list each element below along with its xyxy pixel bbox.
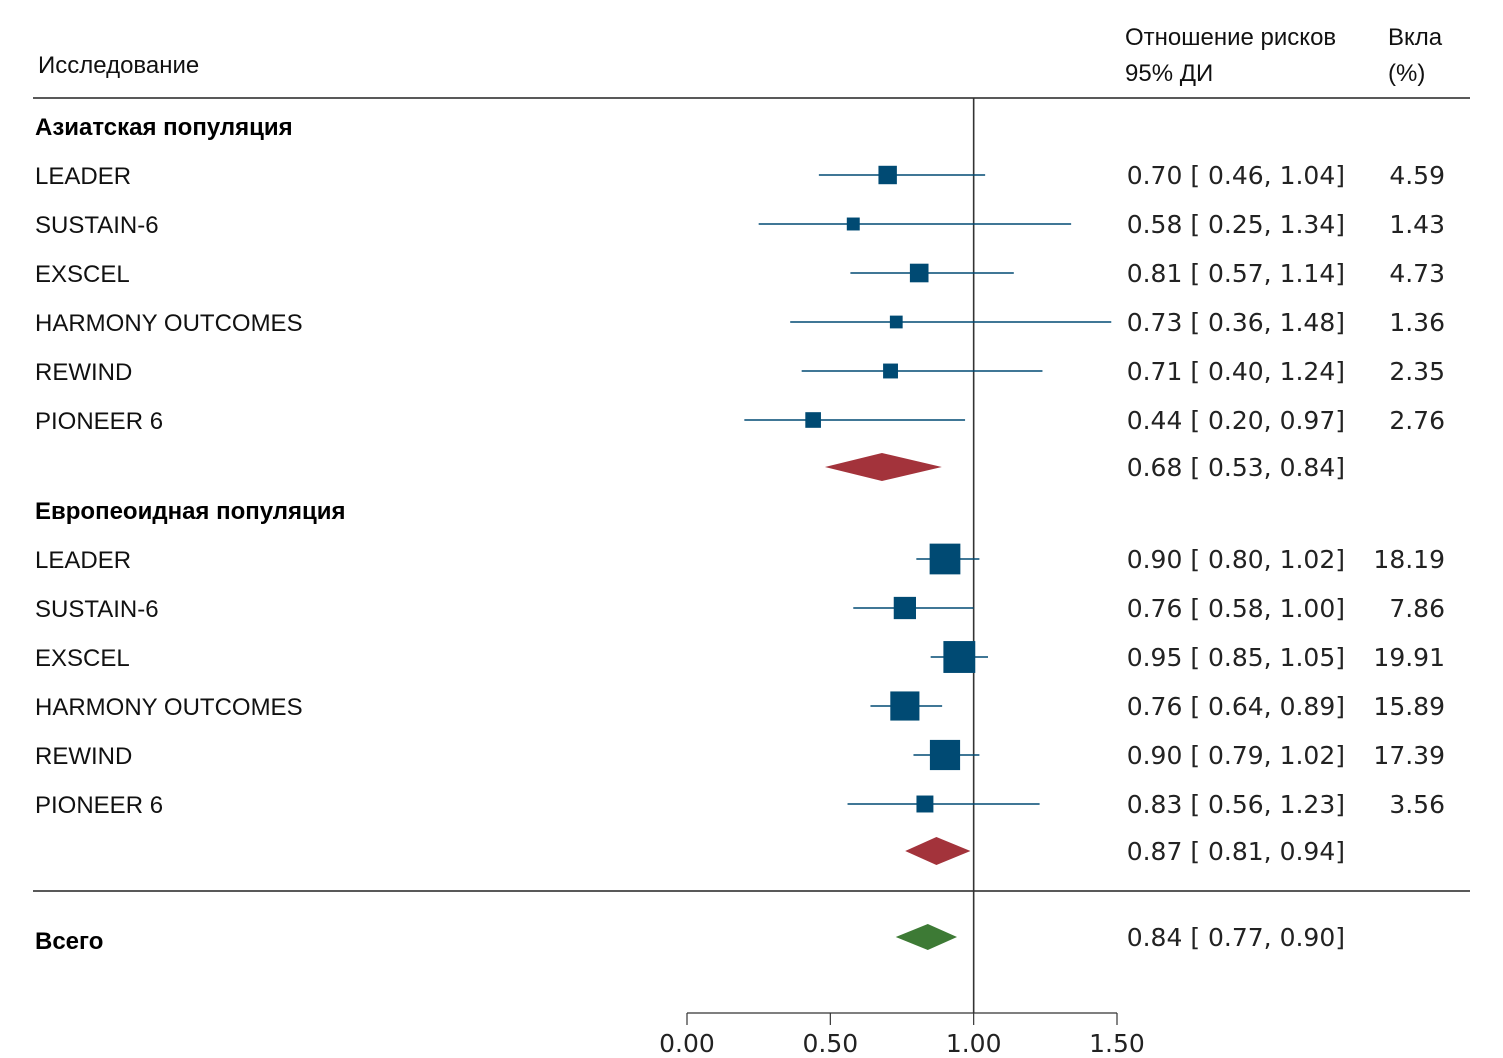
study-weight: 17.39 <box>1373 741 1445 770</box>
study-weight: 15.89 <box>1373 692 1445 721</box>
ci-text-overall: 0.84 [ 0.77, 0.90] <box>1127 923 1345 952</box>
study-label: REWIND <box>35 359 132 386</box>
ci-text: 0.71 [ 0.40, 1.24] <box>1127 357 1345 386</box>
study-estimate-marker <box>929 739 961 771</box>
study-weight: 3.56 <box>1389 790 1445 819</box>
header-weight-line1: Вкла <box>1388 24 1443 51</box>
group-title: Азиатская популяция <box>35 114 293 141</box>
x-tick-label: 1.00 <box>946 1029 1002 1058</box>
header-weight-line2: (%) <box>1388 60 1425 87</box>
study-weight: 7.86 <box>1389 594 1445 623</box>
study-label: SUSTAIN-6 <box>35 596 159 623</box>
x-axis-ticks: 0.00 0.50 1.00 1.50 <box>659 1013 1145 1058</box>
study-label: HARMONY OUTCOMES <box>35 694 303 721</box>
study-estimate-marker <box>883 363 898 379</box>
study-label: LEADER <box>35 163 131 190</box>
x-tick-label: 0.00 <box>659 1029 715 1058</box>
study-estimate-marker <box>890 691 920 721</box>
ci-text: 0.90 [ 0.79, 1.02] <box>1127 741 1345 770</box>
ci-text: 0.81 [ 0.57, 1.14] <box>1127 259 1345 288</box>
header-study: Исследование <box>38 52 199 79</box>
overall-pooled-diamond <box>895 924 957 950</box>
study-weight: 4.59 <box>1389 161 1445 190</box>
ci-text: 0.76 [ 0.58, 1.00] <box>1127 594 1345 623</box>
study-estimate-marker <box>943 641 976 673</box>
study-estimate-marker <box>889 315 903 329</box>
study-weight: 1.43 <box>1389 210 1445 239</box>
subgroup-pooled-diamond <box>905 837 971 865</box>
study-estimate-marker <box>916 795 934 813</box>
ci-text: 0.73 [ 0.36, 1.48] <box>1127 308 1345 337</box>
study-estimate-marker <box>878 165 897 185</box>
study-weight: 19.91 <box>1373 643 1445 672</box>
study-weight: 4.73 <box>1389 259 1445 288</box>
forest-rows: Азиатская популяция LEADER 0.70 [ 0.46, 1.… <box>35 114 1445 955</box>
study-weight: 1.36 <box>1389 308 1445 337</box>
study-label: HARMONY OUTCOMES <box>35 310 303 337</box>
ci-text-pooled: 0.68 [ 0.53, 0.84] <box>1127 453 1345 482</box>
study-label: LEADER <box>35 547 131 574</box>
ci-text: 0.58 [ 0.25, 1.34] <box>1127 210 1345 239</box>
subgroup-pooled-diamond <box>824 453 942 481</box>
overall-label: Всего <box>35 928 103 955</box>
ci-text: 0.44 [ 0.20, 0.97] <box>1127 406 1345 435</box>
study-label: EXSCEL <box>35 261 130 288</box>
header-effect-line1: Отношение рисков <box>1125 24 1336 51</box>
study-label: PIONEER 6 <box>35 408 163 435</box>
study-estimate-marker <box>805 412 821 428</box>
study-label: PIONEER 6 <box>35 792 163 819</box>
study-estimate-marker <box>929 543 961 575</box>
study-weight: 2.35 <box>1389 357 1445 386</box>
ci-text: 0.76 [ 0.64, 0.89] <box>1127 692 1345 721</box>
x-tick-label: 1.50 <box>1089 1029 1145 1058</box>
ci-text: 0.95 [ 0.85, 1.05] <box>1127 643 1345 672</box>
study-estimate-marker <box>909 263 929 283</box>
x-tick-label: 0.50 <box>802 1029 858 1058</box>
study-estimate-marker <box>846 217 860 231</box>
study-label: EXSCEL <box>35 645 130 672</box>
study-estimate-marker <box>893 596 916 620</box>
ci-text: 0.90 [ 0.80, 1.02] <box>1127 545 1345 574</box>
ci-text-pooled: 0.87 [ 0.81, 0.94] <box>1127 837 1345 866</box>
study-label: SUSTAIN-6 <box>35 212 159 239</box>
group-title: Европеоидная популяция <box>35 498 346 525</box>
ci-text: 0.70 [ 0.46, 1.04] <box>1127 161 1345 190</box>
study-label: REWIND <box>35 743 132 770</box>
header-effect-line2: 95% ДИ <box>1125 60 1213 87</box>
study-weight: 2.76 <box>1389 406 1445 435</box>
study-weight: 18.19 <box>1373 545 1445 574</box>
ci-text: 0.83 [ 0.56, 1.23] <box>1127 790 1345 819</box>
